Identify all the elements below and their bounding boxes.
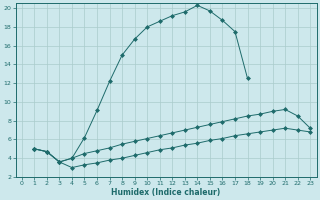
X-axis label: Humidex (Indice chaleur): Humidex (Indice chaleur) [111, 188, 221, 197]
